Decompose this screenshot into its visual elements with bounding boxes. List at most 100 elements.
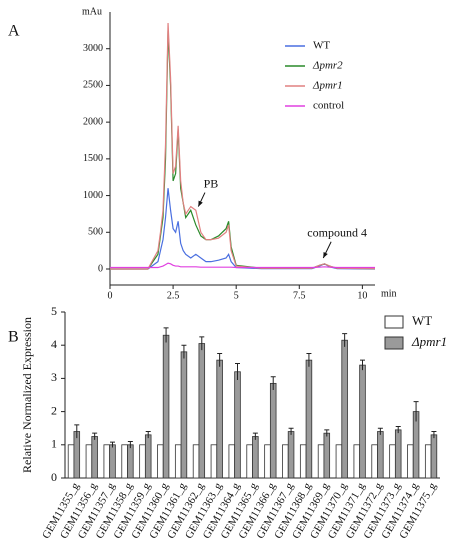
bar (121, 444, 128, 479)
error-bar (324, 429, 330, 437)
error-bar (110, 441, 115, 448)
error-bar (163, 327, 169, 343)
bar (269, 382, 277, 479)
error-bar (252, 432, 258, 440)
bar (305, 359, 313, 479)
bar (377, 431, 384, 479)
y-axis-label: Relative Normalized Expression (20, 317, 34, 473)
error-bar (127, 440, 133, 449)
bar (371, 444, 378, 479)
bar (144, 434, 152, 479)
legend-swatch (384, 336, 404, 350)
error-bar (217, 353, 223, 367)
y-tick-label: 0 (98, 263, 103, 274)
bar (91, 436, 98, 479)
annotation: compound 4 (307, 226, 367, 240)
y-tick-label: 1500 (83, 153, 103, 164)
error-bar (270, 376, 276, 391)
y-tick-label: 1000 (83, 190, 103, 201)
error-bar (342, 333, 348, 347)
bar (67, 444, 75, 479)
error-bar (395, 426, 401, 434)
bar (287, 431, 295, 479)
bar (424, 444, 432, 479)
bar (109, 444, 116, 479)
x-tick-label: 2.5 (167, 290, 180, 301)
bar (323, 432, 331, 479)
line-series (110, 262, 375, 269)
error-bar (145, 431, 151, 439)
bar (389, 444, 396, 479)
bar (162, 334, 170, 479)
error-bar (431, 431, 437, 439)
x-tick-label: 0 (108, 290, 113, 301)
bar (180, 351, 188, 479)
bar (252, 436, 259, 479)
error-bar (377, 427, 383, 435)
line-series (110, 22, 376, 270)
legend-label: WT (412, 313, 432, 328)
bar (85, 444, 93, 479)
legend-label: Δpmr1 (312, 80, 343, 92)
error-bar (360, 359, 365, 371)
panel-label: A (8, 23, 20, 40)
legend-label: Δpmr1 (411, 334, 447, 349)
y-tick-label: 4 (51, 337, 57, 351)
y-tick-label: 0 (51, 470, 57, 484)
bar (216, 359, 223, 479)
error-bar (199, 336, 205, 351)
y-tick-label: 500 (88, 227, 103, 238)
bar (394, 429, 402, 479)
bar (174, 444, 182, 479)
error-bar (74, 424, 80, 439)
bar (353, 444, 361, 479)
panel-label: B (8, 329, 19, 346)
error-bar (181, 344, 187, 359)
bar (341, 339, 348, 479)
error-bar (306, 353, 312, 367)
y-tick-label: 3 (51, 370, 57, 384)
bar (317, 444, 325, 479)
bar (359, 364, 366, 479)
bar (210, 444, 218, 479)
axis (109, 12, 375, 286)
x-axis-label: min (381, 288, 397, 299)
bar (430, 434, 438, 479)
y-tick-label: 5 (51, 304, 57, 318)
bar (299, 444, 307, 479)
bar (264, 444, 271, 479)
legend-label: control (313, 100, 344, 112)
legend-label: WT (313, 40, 330, 52)
error-bar (413, 401, 419, 422)
y-tick-label: 1 (51, 437, 57, 451)
bar (192, 444, 200, 479)
bar (228, 444, 236, 479)
error-bar (92, 432, 98, 440)
bar (282, 444, 289, 479)
bar (157, 444, 164, 479)
bar (335, 444, 343, 479)
y-axis-label: mAu (82, 6, 102, 17)
x-tick-label: 10 (357, 290, 367, 301)
bar (407, 444, 414, 479)
legend-swatch (384, 315, 404, 329)
bar (234, 371, 241, 479)
arrow-head (198, 200, 203, 207)
arrow-head (323, 251, 328, 258)
bar (198, 343, 206, 479)
y-tick-label: 2500 (83, 80, 103, 91)
error-bar (288, 427, 294, 435)
y-tick-label: 2000 (83, 116, 103, 127)
bar (103, 444, 111, 479)
bar (139, 444, 146, 479)
bar (246, 444, 253, 479)
annotation: PB (204, 176, 219, 190)
y-tick-label: 3000 (83, 43, 103, 54)
bar (127, 444, 134, 479)
error-bar (235, 362, 240, 381)
y-tick-label: 2 (51, 403, 57, 417)
legend-label: Δpmr2 (312, 60, 343, 72)
x-tick-label: 5 (234, 290, 239, 301)
x-tick-label: 7.5 (293, 290, 306, 301)
